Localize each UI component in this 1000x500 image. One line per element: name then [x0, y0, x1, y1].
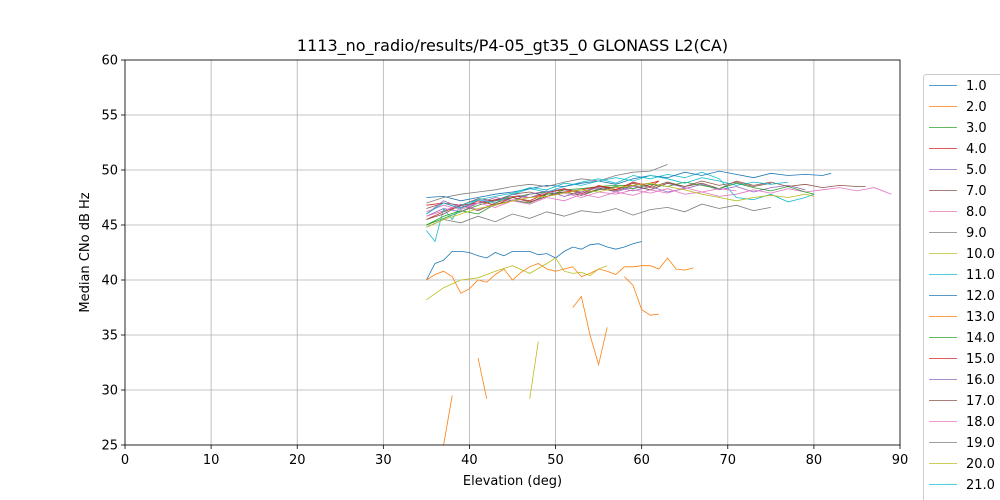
y-tick-label: 60 [101, 54, 118, 69]
x-axis-label: Elevation (deg) [463, 474, 562, 489]
chart-title: 1113_no_radio/results/P4-05_gt35_0 GLONA… [297, 36, 728, 56]
series-line-13-0-seg-d- [624, 276, 659, 316]
series-line-11-0 [426, 171, 815, 243]
series-line-13-0-seg-b- [477, 358, 488, 399]
x-tick-label: 40 [461, 453, 478, 468]
x-tick-label: 90 [892, 453, 909, 468]
series-line-1-0 [426, 241, 642, 281]
series-line-16-0 [426, 182, 685, 215]
y-tick-label: 40 [101, 274, 118, 289]
x-tick-label: 70 [720, 453, 737, 468]
legend-label: 21.0 [966, 478, 995, 493]
y-axis-label: Median CNo dB Hz [78, 192, 93, 312]
legend-label: 3.0 [966, 121, 987, 136]
legend-label: 4.0 [966, 142, 987, 157]
legend-label: 2.0 [966, 100, 987, 115]
axes-layer: 0 10 20 30 40 50 60 70 80 90 25 30 35 40 45 50 55 60 [101, 54, 908, 469]
legend-label: 9.0 [966, 226, 987, 241]
legend-label: 17.0 [966, 394, 995, 409]
series-line-19-0 [426, 164, 668, 204]
x-tick-label: 80 [806, 453, 823, 468]
y-tick-label: 55 [101, 109, 118, 124]
y-tick-label: 45 [101, 219, 118, 234]
legend-label: 18.0 [966, 415, 995, 430]
series-line-13-0-seg-c- [572, 295, 608, 367]
y-tick-label: 50 [101, 164, 118, 179]
series-line-21-0 [426, 175, 789, 215]
y-tick-label: 35 [101, 329, 118, 344]
series-line-13-0 [443, 395, 453, 445]
series-line-17-0 [426, 180, 771, 220]
series-line-10-0 [426, 257, 608, 301]
series-line-18-0 [426, 187, 737, 213]
legend-label: 11.0 [966, 268, 995, 283]
series-line-20-0 [426, 182, 814, 228]
legend-label: 5.0 [966, 163, 987, 178]
x-tick-label: 50 [547, 453, 564, 468]
legend-label: 13.0 [966, 310, 995, 325]
legend-label: 20.0 [966, 457, 995, 472]
legend: 1.0 2.0 3.0 4.0 5.0 7.0 8.0 9.0 10.0 11.0 12.0 13.0… [923, 74, 1000, 500]
legend-label: 10.0 [966, 247, 995, 262]
legend-label: 12.0 [966, 289, 995, 304]
legend-label: 19.0 [966, 436, 995, 451]
legend-label: 1.0 [966, 79, 987, 94]
legend-label: 14.0 [966, 331, 995, 346]
legend-label: 16.0 [966, 373, 995, 388]
y-tick-label: 30 [101, 384, 118, 399]
series-layer [426, 164, 892, 445]
series-line-20-0-seg-b- [529, 341, 539, 399]
series-line-2-0 [426, 257, 694, 294]
series-line-12-0 [426, 170, 832, 202]
legend-frame [923, 74, 1000, 500]
x-tick-label: 0 [121, 453, 129, 468]
y-tick-label: 25 [101, 439, 118, 454]
legend-label: 7.0 [966, 184, 987, 199]
x-tick-label: 30 [375, 453, 392, 468]
x-tick-label: 10 [203, 453, 220, 468]
x-tick-label: 60 [633, 453, 650, 468]
plot-frame [124, 59, 901, 446]
x-tick-label: 20 [289, 453, 306, 468]
legend-label: 15.0 [966, 352, 995, 367]
series-line-9-0 [426, 203, 771, 228]
legend-label: 8.0 [966, 205, 987, 220]
